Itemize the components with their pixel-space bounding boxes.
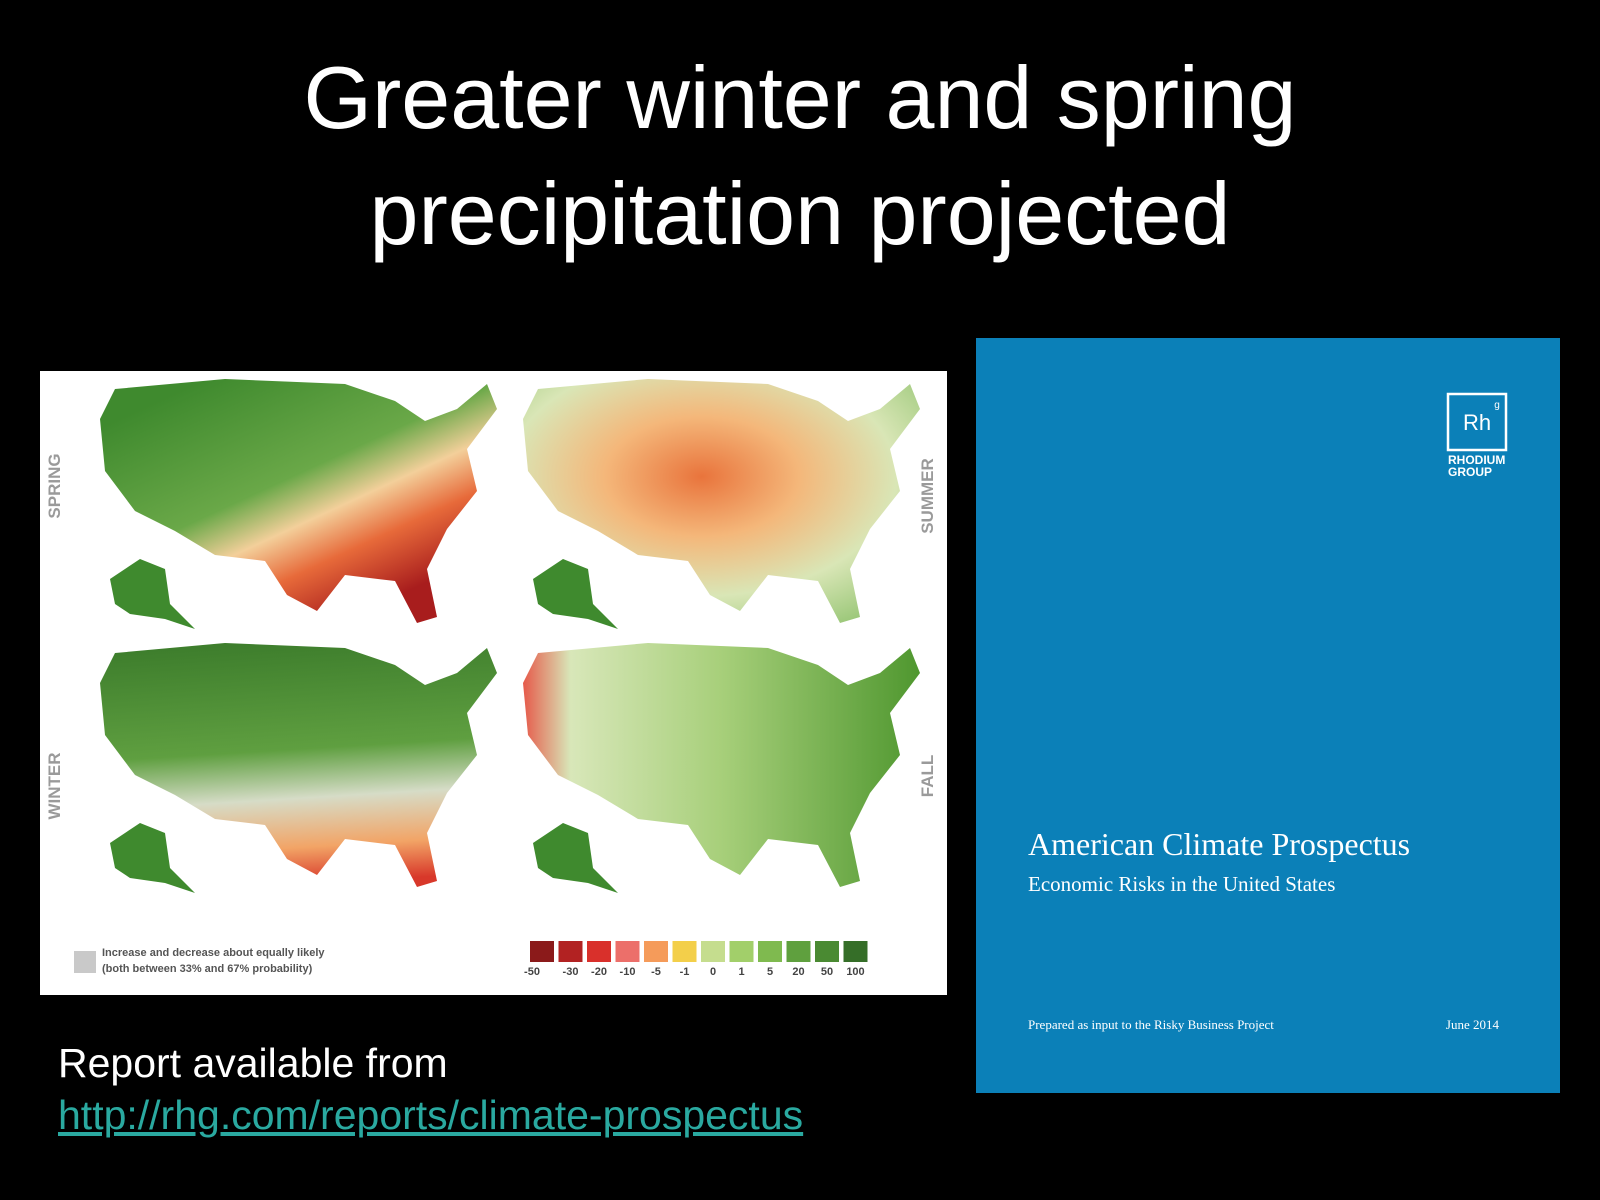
scale-label: -30 <box>563 966 579 978</box>
scale-swatch <box>558 941 583 962</box>
scale-label: 100 <box>846 966 864 978</box>
season-label: WINTER <box>45 752 64 819</box>
scale-label: 0 <box>710 966 716 978</box>
scale-swatch <box>701 941 725 962</box>
scale-swatch <box>530 941 554 962</box>
figure-panel: SPRING SUMMER WINTER FALL Increase and d… <box>40 371 947 995</box>
legend-note: Increase and decrease about equally like… <box>102 947 325 959</box>
scale-label: -50 <box>524 966 540 978</box>
scale-label: 1 <box>738 966 744 978</box>
scale-swatch <box>786 941 811 962</box>
logo-superscript: g <box>1494 400 1500 411</box>
cover-subtitle: Economic Risks in the United States <box>1028 872 1335 896</box>
cover-date: June 2014 <box>1446 1017 1500 1032</box>
scale-label: -20 <box>591 966 607 978</box>
summer-map <box>523 379 920 629</box>
season-label: SUMMER <box>918 458 937 534</box>
scale-label: -10 <box>620 966 636 978</box>
scale-swatch <box>843 941 868 962</box>
scale-label: 50 <box>821 966 833 978</box>
spring-map <box>100 379 497 629</box>
scale-label: -1 <box>680 966 690 978</box>
figure: SPRING SUMMER WINTER FALL Increase and d… <box>45 379 937 978</box>
scale-swatch <box>672 941 697 962</box>
scale-swatch <box>644 941 668 962</box>
scale-swatch <box>758 941 782 962</box>
scale-swatch <box>815 941 839 962</box>
footer: Report available from http://rhg.com/rep… <box>58 1037 803 1141</box>
scale-label: -5 <box>651 966 661 978</box>
scale-label: 5 <box>767 966 773 978</box>
legend-swatch <box>74 951 96 973</box>
logo: Rh <box>1463 410 1491 435</box>
brand: GROUP <box>1448 465 1492 479</box>
cover-art: Rh g RHODIUM GROUP American Climate Pros… <box>1028 392 1508 1032</box>
footer-text: Report available from <box>58 1040 448 1086</box>
scale-swatch <box>587 941 611 962</box>
scale-swatch <box>615 941 640 962</box>
brand: RHODIUM <box>1448 453 1505 467</box>
season-label: FALL <box>918 755 937 798</box>
fall-map <box>523 643 920 893</box>
winter-map <box>100 643 497 893</box>
scale-swatch <box>729 941 754 962</box>
cover-title: American Climate Prospectus <box>1028 826 1410 862</box>
logo-box <box>1446 392 1508 452</box>
cover-note: Prepared as input to the Risky Business … <box>1028 1017 1274 1032</box>
legend-note: (both between 33% and 67% probability) <box>102 963 313 975</box>
season-label: SPRING <box>45 453 64 518</box>
slide-title: Greater winter and spring precipitation … <box>303 48 1297 263</box>
scale-label: 20 <box>792 966 804 978</box>
report-cover: Rh g RHODIUM GROUP American Climate Pros… <box>976 338 1560 1093</box>
report-link[interactable]: http://rhg.com/reports/climate-prospectu… <box>58 1092 804 1138</box>
